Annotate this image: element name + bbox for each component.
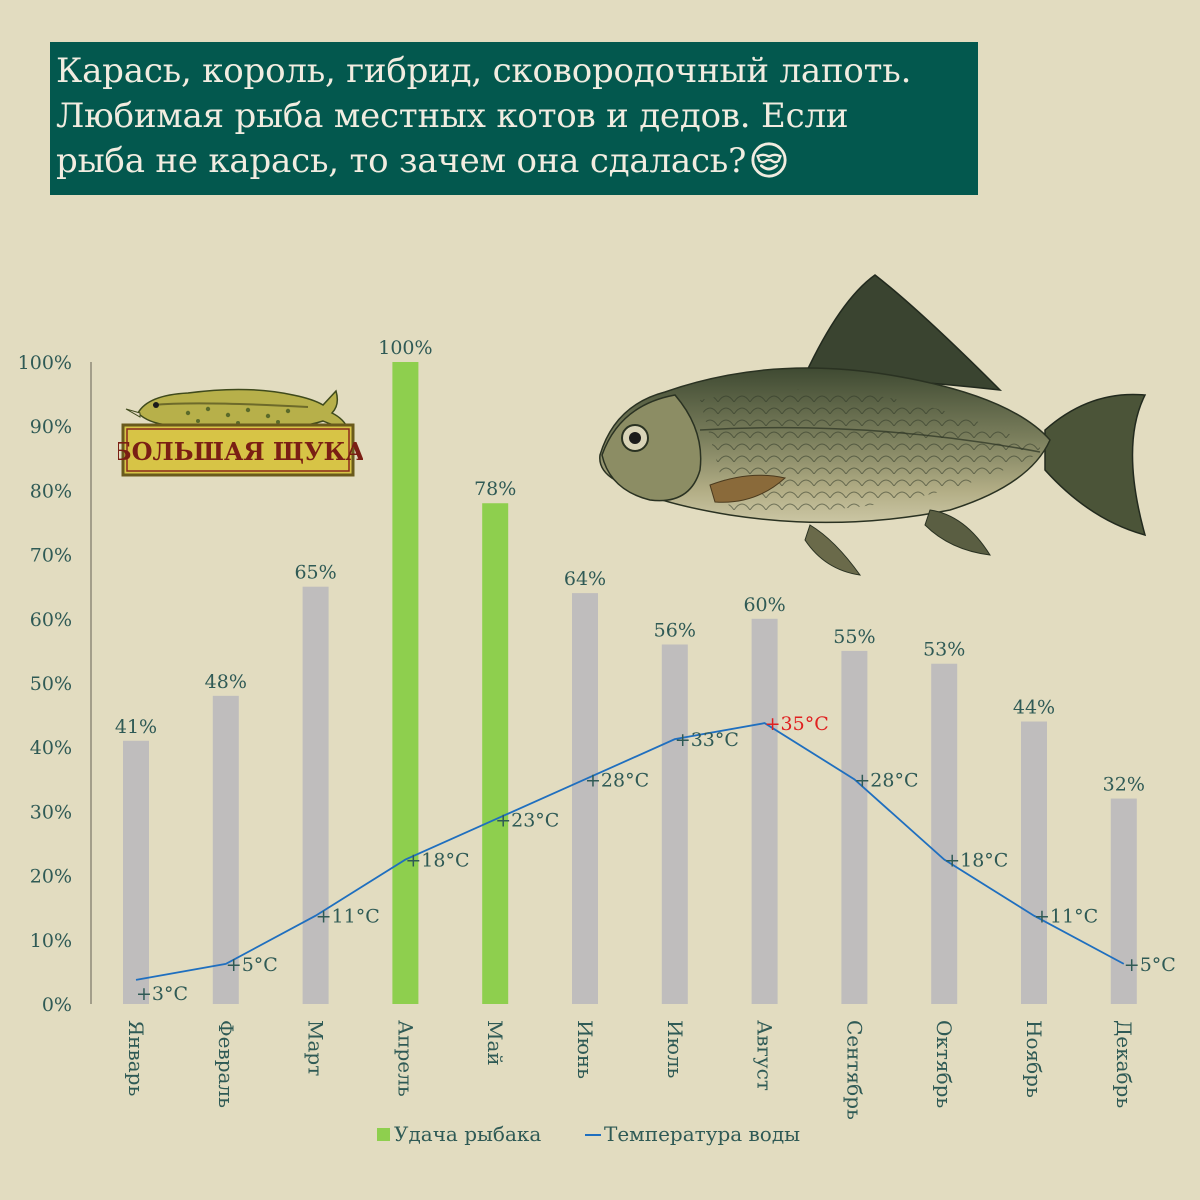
legend-bar-swatch bbox=[377, 1128, 390, 1141]
bar-3 bbox=[302, 586, 329, 1004]
x-tick-label: Ноябрь bbox=[1022, 1020, 1046, 1098]
bar-value-label: 44% bbox=[1013, 697, 1055, 719]
bar-value-label: 60% bbox=[743, 594, 785, 616]
temperature-label: +35°C bbox=[765, 713, 829, 735]
legend-line-label: Температура воды bbox=[604, 1122, 800, 1146]
bar-value-label: 53% bbox=[923, 639, 965, 661]
temperature-label: +23°C bbox=[495, 809, 559, 831]
y-axis: 0% 10% 20% 30% 40% 50% 60% 70% 80% 90% 100% bbox=[18, 352, 92, 1016]
y-tick-label: 80% bbox=[30, 480, 72, 502]
temperature-label: +28°C bbox=[585, 769, 649, 791]
y-tick-label: 30% bbox=[30, 801, 72, 823]
logo-text: БОЛЬШАЯ ЩУКА bbox=[118, 437, 363, 466]
bar-12 bbox=[1110, 798, 1137, 1004]
bar-10 bbox=[931, 663, 958, 1004]
bar-1 bbox=[123, 740, 149, 1004]
x-tick-label: Октябрь bbox=[932, 1020, 956, 1108]
y-tick-label: 100% bbox=[18, 352, 72, 374]
smiling-face-with-sunglasses-icon bbox=[751, 142, 787, 178]
y-tick-label: 10% bbox=[30, 930, 72, 952]
bar-value-label: 64% bbox=[564, 568, 606, 590]
y-tick-label: 60% bbox=[30, 609, 72, 631]
temperature-label: +18°C bbox=[944, 850, 1008, 872]
title-line-1: Карась, король, гибрид, сковородочный ла… bbox=[56, 51, 912, 91]
crucian-carp-illustration bbox=[599, 274, 1147, 576]
bar-value-label: 78% bbox=[474, 478, 516, 500]
x-tick-label: Август bbox=[753, 1020, 777, 1091]
temperature-label: +3°C bbox=[136, 983, 188, 1005]
bar-labels: 41% 48% 65% 100% 78% 64% 56% 60% 55% 53% 44% 32% bbox=[115, 337, 1145, 796]
x-tick-label: Июль bbox=[663, 1020, 687, 1079]
title-line-2: Любимая рыба местных котов и дедов. Если bbox=[56, 96, 849, 136]
temperature-label: +18°C bbox=[405, 850, 469, 872]
bar-9 bbox=[841, 650, 868, 1004]
title-line-3: рыба не карась, то зачем она сдалась? bbox=[56, 139, 978, 184]
temperature-label: +28°C bbox=[854, 769, 918, 791]
temperature-label: +5°C bbox=[226, 954, 278, 976]
bar-2 bbox=[212, 695, 239, 1004]
logo: БОЛЬШАЯ ЩУКА bbox=[118, 388, 363, 477]
bar-value-label: 32% bbox=[1103, 774, 1145, 796]
bar-6 bbox=[572, 593, 598, 1004]
temperature-label: +11°C bbox=[316, 906, 380, 928]
bar-value-label: 56% bbox=[654, 619, 696, 641]
bar-value-label: 100% bbox=[378, 337, 432, 359]
legend: Удача рыбака Температура воды bbox=[377, 1122, 800, 1146]
y-tick-label: 50% bbox=[30, 673, 72, 695]
bar-value-label: 41% bbox=[115, 716, 157, 738]
x-tick-label: Декабрь bbox=[1112, 1020, 1136, 1108]
y-tick-label: 90% bbox=[30, 416, 72, 438]
bar-5 bbox=[482, 503, 509, 1004]
bar-value-label: 55% bbox=[833, 626, 875, 648]
temperature-series-line bbox=[135, 722, 1125, 981]
temperature-label: +11°C bbox=[1034, 906, 1098, 928]
bar-8 bbox=[751, 618, 778, 1004]
temperature-line bbox=[135, 722, 1125, 981]
x-axis-labels: Январь Февраль Март Апрель Май Июнь Июль Август… bbox=[124, 1020, 1136, 1120]
x-tick-label: Сентябрь bbox=[842, 1020, 866, 1120]
y-tick-label: 20% bbox=[30, 866, 72, 888]
x-tick-label: Март bbox=[304, 1020, 328, 1076]
bar-4 bbox=[392, 362, 419, 1004]
x-tick-label: Февраль bbox=[214, 1020, 238, 1108]
y-tick-label: 40% bbox=[30, 737, 72, 759]
x-tick-label: Май bbox=[483, 1020, 507, 1066]
bars bbox=[123, 362, 1137, 1004]
y-tick-label: 0% bbox=[42, 994, 72, 1016]
title-line-3-text: рыба не карась, то зачем она сдалась? bbox=[56, 141, 747, 181]
legend-bar-label: Удача рыбака bbox=[394, 1122, 541, 1146]
bar-11 bbox=[1021, 721, 1047, 1004]
temperature-label: +33°C bbox=[675, 729, 739, 751]
title-box: Карась, король, гибрид, сковородочный ла… bbox=[50, 42, 978, 195]
temperature-labels: +3°C +5°C +11°C +18°C +23°C +28°C +33°C +35°C +2… bbox=[136, 713, 1176, 1005]
x-tick-label: Январь bbox=[124, 1020, 148, 1096]
bar-value-label: 65% bbox=[294, 562, 336, 584]
y-tick-label: 70% bbox=[30, 545, 72, 567]
bar-value-label: 48% bbox=[205, 671, 247, 693]
x-tick-label: Июнь bbox=[573, 1020, 597, 1079]
bar-7 bbox=[661, 644, 688, 1004]
temperature-label: +5°C bbox=[1124, 954, 1176, 976]
x-tick-label: Апрель bbox=[393, 1020, 417, 1097]
